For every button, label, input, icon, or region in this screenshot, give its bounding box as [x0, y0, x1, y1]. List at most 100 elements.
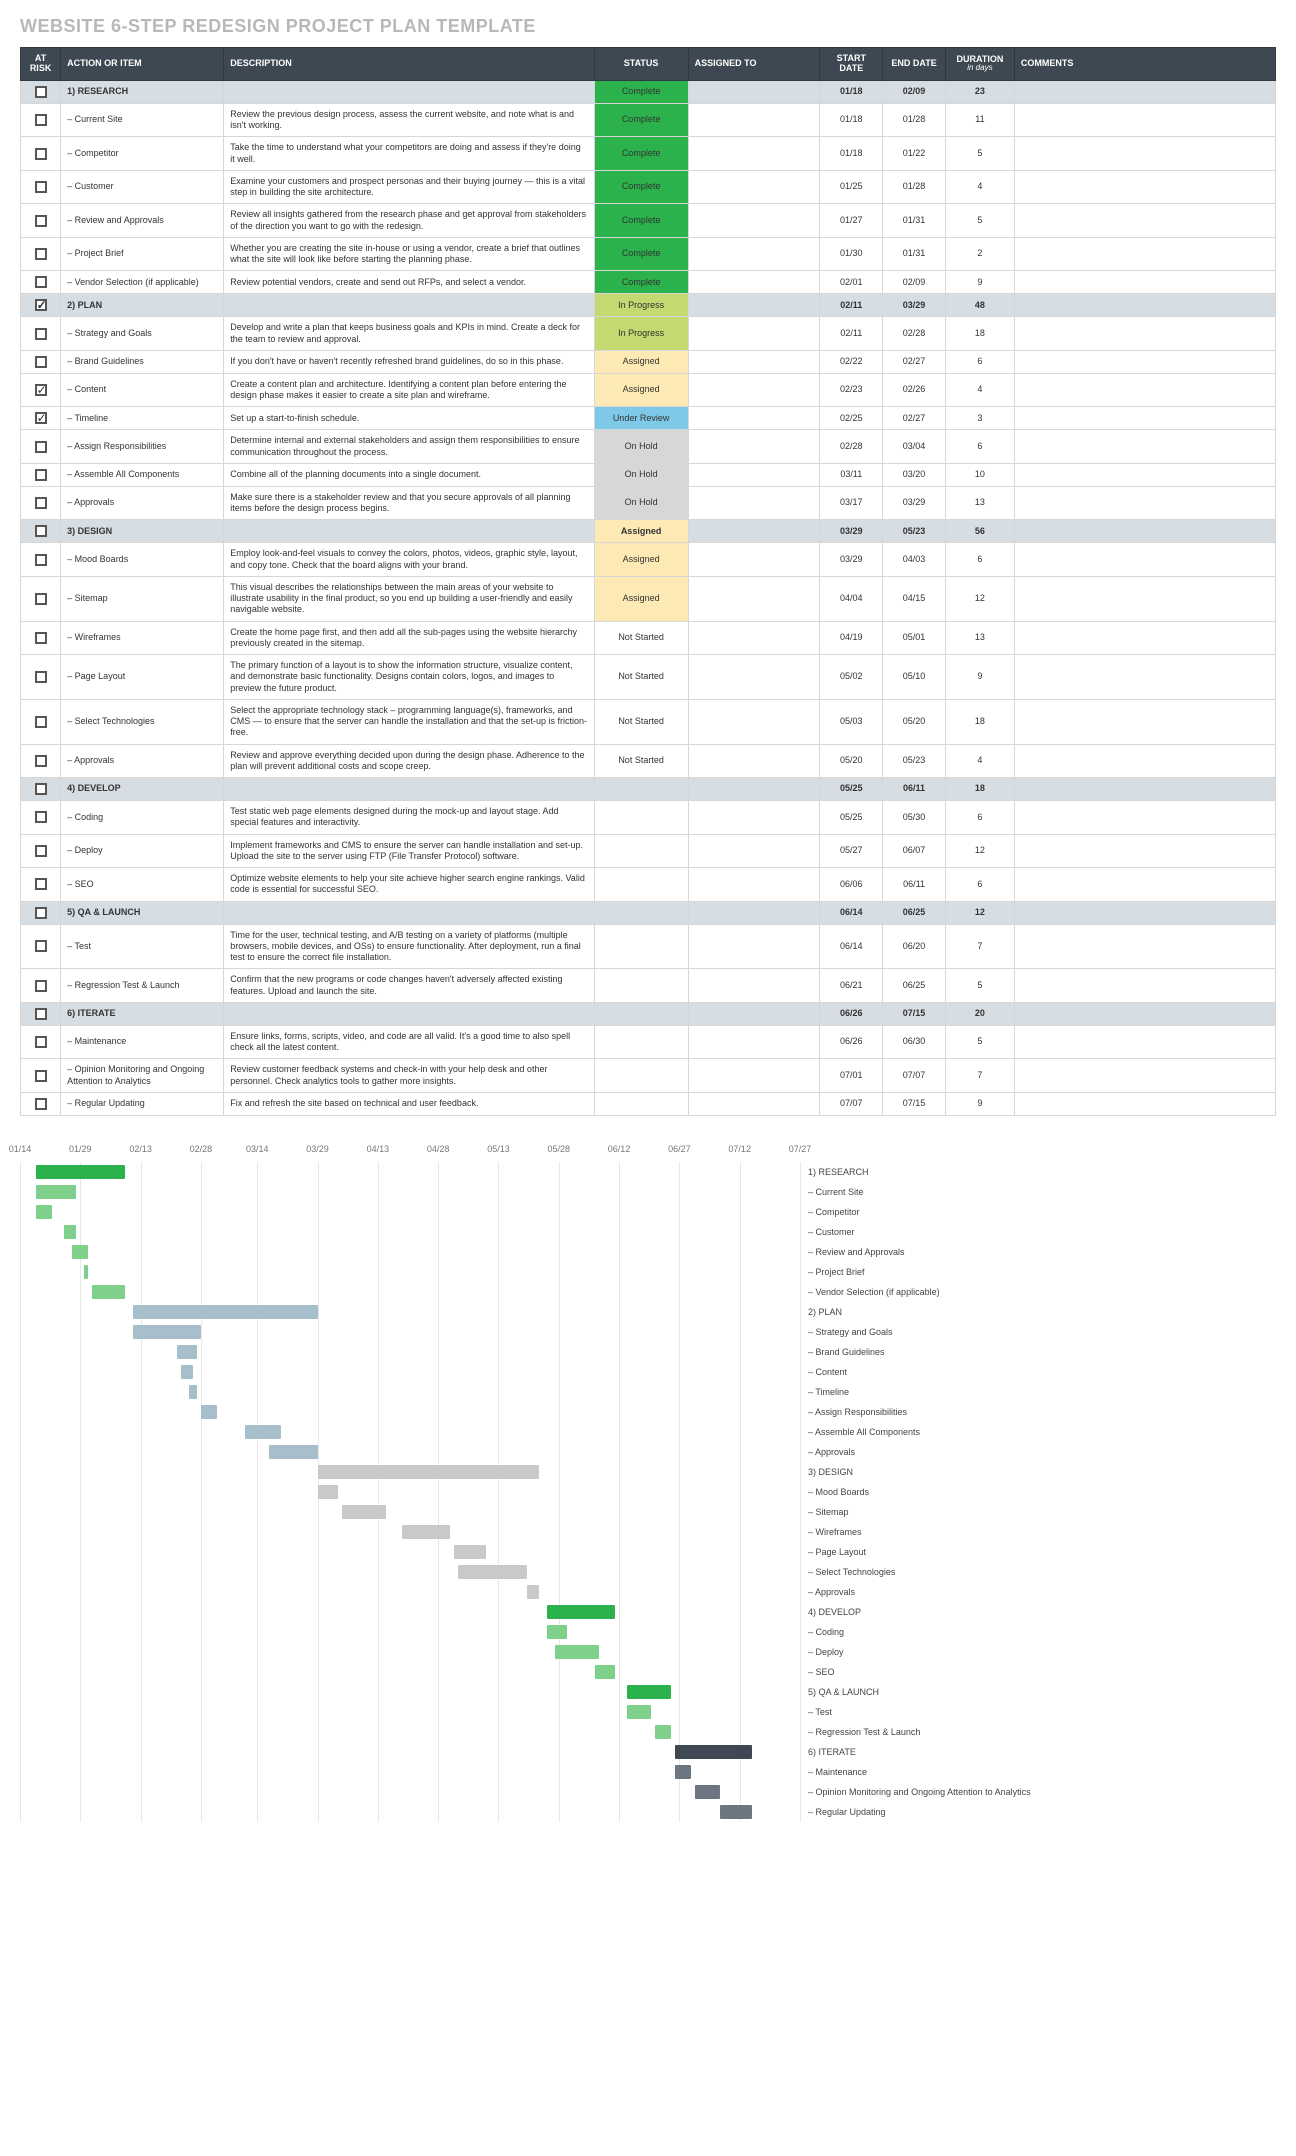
risk-checkbox[interactable] [35, 716, 47, 728]
risk-checkbox[interactable] [35, 328, 47, 340]
description-cell: Time for the user, technical testing, an… [224, 924, 594, 969]
risk-checkbox[interactable] [35, 632, 47, 644]
risk-cell [21, 621, 61, 655]
table-row: – MaintenanceEnsure links, forms, script… [21, 1025, 1276, 1059]
risk-cell [21, 1025, 61, 1059]
risk-checkbox[interactable] [35, 469, 47, 481]
end-date-cell: 05/30 [883, 801, 946, 835]
gantt-bar [547, 1625, 567, 1639]
comments-cell [1014, 1025, 1275, 1059]
gantt-tick-label: 05/13 [487, 1144, 510, 1154]
action-cell: – Page Layout [61, 655, 224, 700]
assigned-cell [688, 655, 820, 700]
action-cell: – Maintenance [61, 1025, 224, 1059]
end-date-cell: 01/28 [883, 103, 946, 137]
risk-checkbox[interactable] [35, 940, 47, 952]
risk-checkbox[interactable] [35, 114, 47, 126]
description-cell: Optimize website elements to help your s… [224, 868, 594, 902]
risk-checkbox[interactable] [35, 783, 47, 795]
comments-cell [1014, 137, 1275, 171]
end-date-cell: 04/03 [883, 543, 946, 577]
risk-checkbox[interactable] [35, 181, 47, 193]
risk-checkbox[interactable] [35, 907, 47, 919]
col-comments: COMMENTS [1014, 48, 1275, 81]
assigned-cell [688, 744, 820, 778]
risk-checkbox[interactable] [35, 980, 47, 992]
risk-checkbox[interactable] [35, 1036, 47, 1048]
gantt-bar [675, 1765, 691, 1779]
risk-checkbox[interactable] [35, 497, 47, 509]
start-date-cell: 01/30 [820, 237, 883, 271]
end-date-cell: 05/10 [883, 655, 946, 700]
gantt-tick-label: 01/14 [9, 1144, 32, 1154]
risk-checkbox[interactable] [35, 356, 47, 368]
risk-checkbox[interactable] [35, 845, 47, 857]
status-cell: Assigned [594, 350, 688, 373]
risk-checkbox[interactable] [35, 878, 47, 890]
gantt-row-label: – Opinion Monitoring and Ongoing Attenti… [800, 1782, 1276, 1802]
risk-checkbox[interactable] [35, 525, 47, 537]
risk-checkbox[interactable] [35, 593, 47, 605]
gantt-row [20, 1622, 800, 1642]
end-date-cell: 03/29 [883, 486, 946, 520]
comments-cell [1014, 543, 1275, 577]
risk-checkbox[interactable] [35, 1098, 47, 1110]
gantt-row-label: – Assemble All Components [800, 1422, 1276, 1442]
description-cell: Fix and refresh the site based on techni… [224, 1092, 594, 1115]
duration-cell: 5 [945, 204, 1014, 238]
risk-checkbox[interactable] [35, 299, 47, 311]
risk-checkbox[interactable] [35, 86, 47, 98]
end-date-cell: 05/20 [883, 699, 946, 744]
risk-checkbox[interactable] [35, 384, 47, 396]
gantt-row [20, 1502, 800, 1522]
gantt-bar [36, 1185, 76, 1199]
gantt-row [20, 1182, 800, 1202]
assigned-cell [688, 868, 820, 902]
risk-checkbox[interactable] [35, 554, 47, 566]
duration-cell: 11 [945, 103, 1014, 137]
action-cell: – Content [61, 373, 224, 407]
duration-cell: 7 [945, 1059, 1014, 1093]
risk-checkbox[interactable] [35, 811, 47, 823]
action-cell: – Opinion Monitoring and Ongoing Attenti… [61, 1059, 224, 1093]
gantt-tick-label: 05/28 [547, 1144, 570, 1154]
start-date-cell: 04/19 [820, 621, 883, 655]
duration-cell: 6 [945, 801, 1014, 835]
duration-cell: 6 [945, 430, 1014, 464]
risk-checkbox[interactable] [35, 671, 47, 683]
start-date-cell: 02/22 [820, 350, 883, 373]
assigned-cell [688, 317, 820, 351]
risk-checkbox[interactable] [35, 248, 47, 260]
start-date-cell: 03/29 [820, 520, 883, 543]
duration-cell: 18 [945, 778, 1014, 801]
status-cell: Not Started [594, 699, 688, 744]
status-cell: On Hold [594, 486, 688, 520]
risk-checkbox[interactable] [35, 412, 47, 424]
col-status: STATUS [594, 48, 688, 81]
risk-cell [21, 237, 61, 271]
risk-checkbox[interactable] [35, 441, 47, 453]
start-date-cell: 07/01 [820, 1059, 883, 1093]
description-cell: Review customer feedback systems and che… [224, 1059, 594, 1093]
status-cell: Assigned [594, 576, 688, 621]
risk-checkbox[interactable] [35, 148, 47, 160]
assigned-cell [688, 170, 820, 204]
action-cell: – Project Brief [61, 237, 224, 271]
duration-cell: 12 [945, 901, 1014, 924]
risk-checkbox[interactable] [35, 1008, 47, 1020]
end-date-cell: 02/09 [883, 80, 946, 103]
risk-checkbox[interactable] [35, 1070, 47, 1082]
end-date-cell: 01/31 [883, 237, 946, 271]
status-cell [594, 969, 688, 1003]
start-date-cell: 02/01 [820, 271, 883, 294]
risk-checkbox[interactable] [35, 755, 47, 767]
description-cell: Create a content plan and architecture. … [224, 373, 594, 407]
comments-cell [1014, 237, 1275, 271]
risk-checkbox[interactable] [35, 215, 47, 227]
risk-checkbox[interactable] [35, 276, 47, 288]
duration-cell: 2 [945, 237, 1014, 271]
col-desc: DESCRIPTION [224, 48, 594, 81]
gantt-row-label: – Regular Updating [800, 1802, 1276, 1822]
description-cell: Review all insights gathered from the re… [224, 204, 594, 238]
action-cell: – Customer [61, 170, 224, 204]
